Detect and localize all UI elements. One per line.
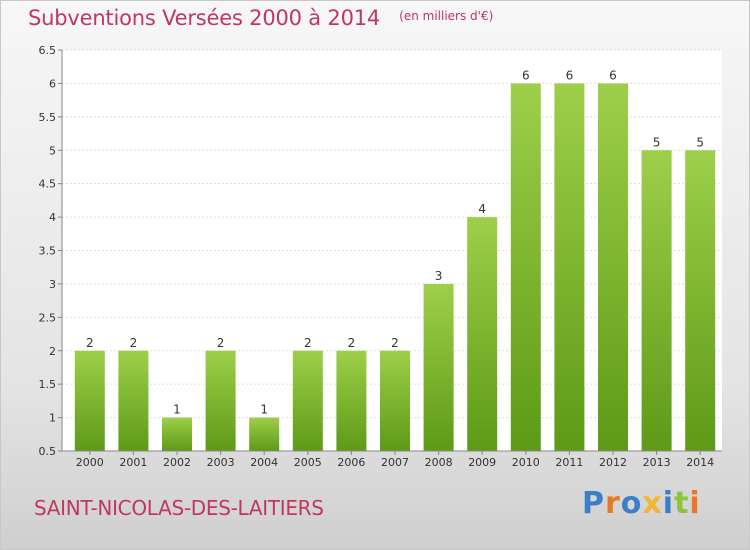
bar-value-label: 4 (478, 202, 486, 216)
bar-2014 (685, 150, 716, 451)
bar-2007 (380, 350, 410, 451)
bar-2003 (205, 350, 236, 451)
y-tick-label: 6.5 (39, 44, 57, 57)
title-row: Subventions Versées 2000 à 2014 (en mill… (28, 6, 493, 36)
logo-letter: P (582, 486, 605, 521)
logo-letter: t (674, 486, 690, 521)
bar-2008 (423, 283, 454, 451)
x-tick-label: 2011 (555, 456, 583, 469)
bar-value-label: 6 (522, 68, 530, 82)
y-tick-label: 0.5 (39, 445, 57, 458)
bar-value-label: 2 (86, 336, 94, 350)
y-tick-label: 6 (49, 77, 56, 90)
bar-value-label: 3 (435, 269, 443, 283)
bars: 2 2 1 2 1 2 2 2 3 4 6 6 6 5 5 (74, 68, 716, 452)
bar-2011 (554, 83, 585, 452)
y-tick-label: 3.5 (39, 245, 57, 258)
proxiti-logo[interactable]: Proxiti (582, 486, 701, 521)
bar-2005 (292, 350, 323, 451)
bar-value-label: 6 (609, 68, 617, 82)
bar-2000 (74, 350, 105, 451)
bar-2013 (641, 150, 672, 451)
chart-unit: (en milliers d'€) (399, 9, 494, 23)
bar-2012 (598, 83, 628, 452)
x-tick-label: 2004 (250, 456, 278, 469)
x-tick-label: 2003 (207, 456, 235, 469)
x-tick-label: 2001 (119, 456, 147, 469)
logo-letter: o (620, 486, 643, 521)
bar-2010 (510, 83, 541, 452)
x-tick-label: 2000 (76, 456, 104, 469)
y-tick-label: 1 (49, 412, 56, 425)
bar-value-label: 1 (173, 403, 181, 417)
bar-value-label: 5 (696, 135, 704, 149)
logo-letter: i (689, 486, 701, 521)
logo-letter: i (662, 486, 675, 521)
bar-2004 (249, 417, 280, 451)
chart-title: Subventions Versées 2000 à 2014 (28, 6, 381, 30)
y-tick-label: 4 (49, 211, 56, 224)
logo-letter: x (642, 486, 663, 521)
x-tick-label: 2009 (468, 456, 496, 469)
bar-2002 (162, 417, 192, 451)
x-tick-label: 2012 (599, 456, 627, 469)
bar-2006 (336, 350, 367, 451)
x-tick-label: 2010 (512, 456, 540, 469)
x-tick-label: 2002 (163, 456, 191, 469)
bar-2009 (467, 217, 498, 451)
bar-value-label: 5 (653, 135, 661, 149)
bar-value-label: 2 (217, 336, 225, 350)
bar-value-label: 2 (130, 336, 138, 350)
x-tick-label: 2007 (381, 456, 409, 469)
bar-2001 (118, 350, 149, 451)
bar-value-label: 6 (566, 68, 574, 82)
y-tick-label: 5 (49, 144, 56, 157)
bar-value-label: 1 (260, 403, 268, 417)
x-tick-label: 2008 (425, 456, 453, 469)
x-tick-label: 2013 (643, 456, 671, 469)
x-tick-label: 2005 (294, 456, 322, 469)
y-tick-label: 2.5 (39, 311, 57, 324)
y-tick-label: 3 (49, 278, 56, 291)
bar-value-label: 2 (304, 336, 312, 350)
x-axis: 2000 2001 2002 2003 2004 2005 2006 2007 2008 2009… (62, 450, 722, 469)
y-tick-label: 1.5 (39, 378, 57, 391)
bar-value-label: 2 (348, 336, 356, 350)
bar-value-label: 2 (391, 336, 399, 350)
y-axis: 0.5 1 1.5 2 2.5 3 3.5 4 4.5 5 5.5 6 6.5 (39, 44, 63, 458)
y-tick-label: 2 (49, 345, 56, 358)
x-tick-label: 2014 (686, 456, 714, 469)
y-tick-label: 5.5 (39, 111, 57, 124)
logo-letter: r (605, 486, 621, 521)
x-tick-label: 2006 (337, 456, 365, 469)
y-tick-label: 4.5 (39, 178, 57, 191)
commune-name: SAINT-NICOLAS-DES-LAITIERS (34, 496, 324, 520)
